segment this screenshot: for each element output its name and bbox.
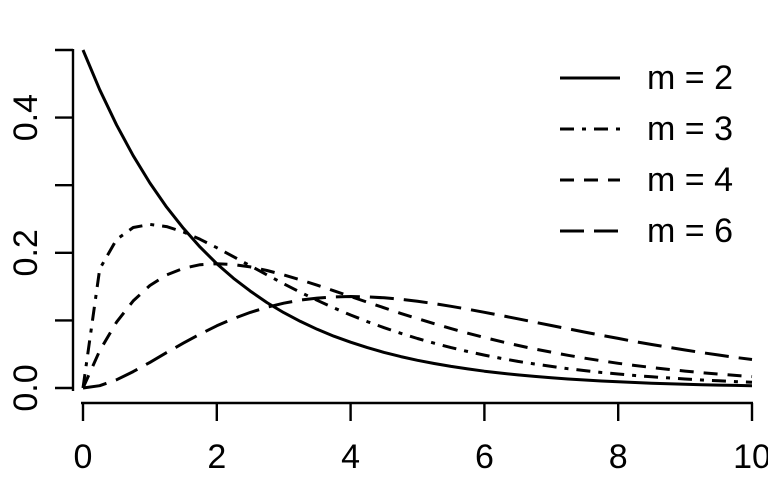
x-tick-label: 4 xyxy=(341,438,360,476)
x-tick-label: 6 xyxy=(475,438,494,476)
legend-entry: m = 2 xyxy=(560,59,733,97)
legend: m = 2 m = 3 m = 4 m = 6 xyxy=(560,59,733,250)
legend-entry: m = 6 xyxy=(560,212,733,250)
curve-dashed xyxy=(81,262,753,389)
legend-label: m = 4 xyxy=(647,161,733,199)
legend-entry: m = 3 xyxy=(560,110,733,148)
x-tick-label: 8 xyxy=(609,438,628,476)
legend-label: m = 6 xyxy=(647,212,733,250)
y-tick-label: 0.2 xyxy=(7,229,45,276)
legend-entry: m = 4 xyxy=(560,161,733,199)
legend-label: m = 2 xyxy=(647,59,733,97)
legend-label: m = 3 xyxy=(647,110,733,148)
x-tick-label: 10 xyxy=(733,438,768,476)
x-tick-label: 2 xyxy=(207,438,226,476)
curve-dotdash xyxy=(81,222,753,389)
axes: 0 2 4 6 8 10 0.0 0.2 0.4 xyxy=(7,48,768,476)
x-tick-label: 0 xyxy=(74,438,93,476)
curve-longdash xyxy=(82,295,753,390)
curve-solid xyxy=(81,49,753,388)
curves xyxy=(81,49,753,390)
y-tick-label: 0.0 xyxy=(7,364,45,411)
y-tick-label: 0.4 xyxy=(7,94,45,141)
